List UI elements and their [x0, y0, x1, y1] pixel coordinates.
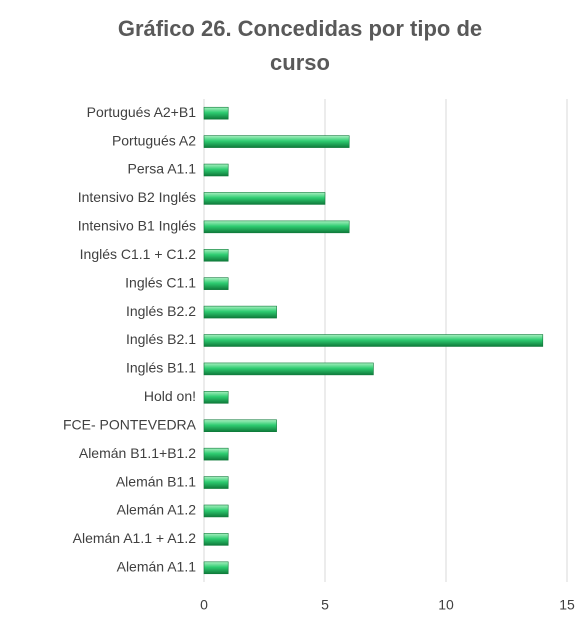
y-tick-label: Portugués A2+B1 [87, 104, 197, 120]
chart-title: Gráfico 26. Concedidas por tipo de curso [117, 16, 483, 75]
bar [203, 277, 229, 290]
bar [203, 192, 326, 205]
x-tick-label: 0 [200, 597, 208, 613]
bar [203, 220, 350, 234]
y-tick-label: Alemán A1.1 [117, 558, 197, 574]
y-tick-label: Portugués A2 [112, 132, 196, 148]
y-tick-label: Inglés B2.2 [126, 303, 196, 319]
y-tick-label: FCE- PONTEVEDRA [63, 416, 197, 432]
y-tick-label: Inglés C1.1 + C1.2 [80, 246, 197, 262]
bar [203, 419, 277, 433]
x-tick-label: 10 [438, 597, 454, 613]
bar [203, 106, 229, 120]
bar [203, 305, 277, 319]
y-tick-label: Inglés B2.1 [126, 331, 196, 347]
x-tick-label: 15 [559, 597, 575, 613]
bar [203, 391, 229, 404]
y-tick-label: Alemán B1.1 [116, 473, 196, 489]
y-tick-label: Persa A1.1 [128, 161, 197, 177]
y-tick-label: Hold on! [144, 388, 196, 404]
bar [203, 334, 544, 347]
y-tick-label: Alemán B1.1+B1.2 [79, 445, 196, 461]
y-tick-label: Inglés B1.1 [126, 360, 196, 376]
bar [203, 362, 374, 376]
y-tick-label: Alemán A1.1 + A1.2 [73, 530, 197, 546]
y-tick-label: Alemán A1.2 [117, 502, 197, 518]
bar [203, 533, 229, 546]
bar [203, 248, 229, 262]
bar [203, 476, 229, 489]
x-tick-label: 5 [321, 597, 329, 613]
y-tick-label: Intensivo B1 Inglés [78, 218, 196, 234]
bar [203, 447, 229, 461]
bar [203, 504, 229, 518]
y-tick-label: Inglés C1.1 [125, 274, 196, 290]
bar [203, 135, 350, 148]
bar [203, 163, 229, 177]
bar [203, 561, 229, 575]
y-tick-label: Intensivo B2 Inglés [78, 189, 196, 205]
